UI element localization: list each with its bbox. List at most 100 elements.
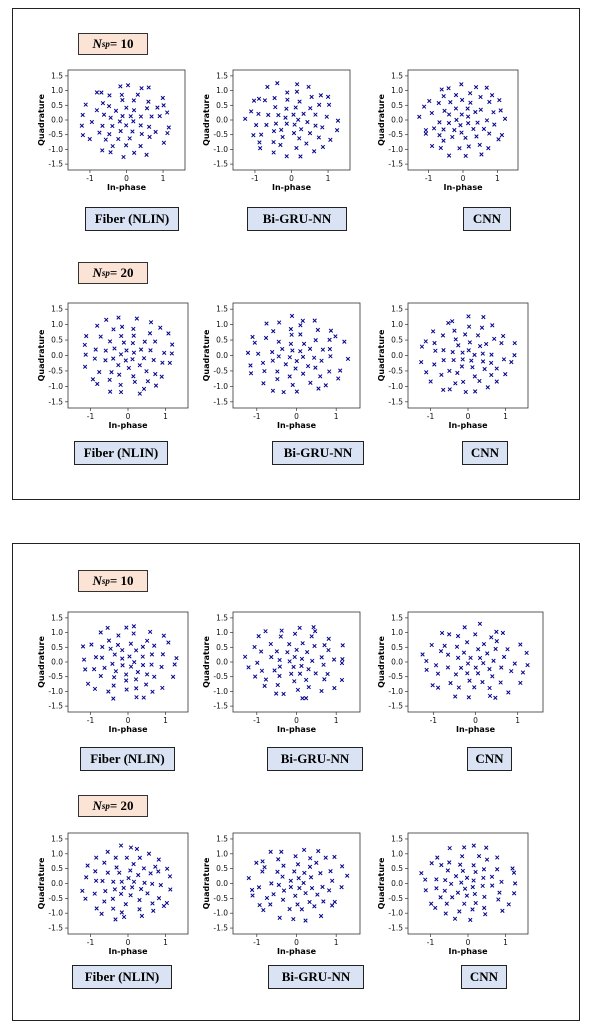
data-point bbox=[459, 97, 465, 103]
data-point bbox=[95, 323, 100, 328]
data-point bbox=[131, 108, 137, 113]
data-point bbox=[107, 389, 113, 394]
data-point bbox=[330, 878, 335, 883]
y-tick-label: 1.0 bbox=[51, 628, 63, 637]
data-point bbox=[462, 901, 467, 906]
data-point bbox=[333, 334, 338, 339]
data-point bbox=[500, 333, 506, 339]
data-point bbox=[257, 146, 263, 151]
data-point bbox=[435, 685, 441, 690]
x-tick-label: 1 bbox=[163, 412, 168, 421]
data-point bbox=[94, 906, 99, 911]
data-point bbox=[320, 884, 325, 890]
data-point bbox=[444, 901, 449, 906]
data-point bbox=[465, 106, 470, 111]
data-point bbox=[112, 887, 118, 892]
x-tick-label: 0 bbox=[294, 412, 299, 421]
data-point bbox=[419, 870, 424, 876]
data-point bbox=[279, 127, 284, 133]
data-point bbox=[441, 127, 446, 132]
y-tick-label: 0.0 bbox=[51, 658, 63, 667]
data-point bbox=[119, 879, 124, 884]
data-point bbox=[121, 154, 126, 160]
data-point bbox=[303, 918, 308, 923]
data-point bbox=[481, 314, 486, 320]
data-point bbox=[159, 374, 164, 379]
axes-frame bbox=[232, 832, 361, 935]
axes-frame bbox=[407, 832, 529, 935]
data-point bbox=[80, 644, 86, 649]
data-point bbox=[308, 856, 313, 861]
y-tick-label: 1.0 bbox=[391, 86, 403, 95]
data-point bbox=[460, 357, 465, 362]
data-point bbox=[334, 128, 340, 133]
data-point bbox=[304, 677, 309, 683]
data-point bbox=[284, 154, 289, 159]
data-point bbox=[260, 859, 265, 864]
data-point bbox=[437, 133, 442, 138]
data-point bbox=[328, 328, 334, 333]
data-point bbox=[130, 885, 135, 890]
data-point bbox=[278, 142, 283, 148]
y-tick-label: -1.5 bbox=[388, 924, 403, 933]
y-tick-label: 1.5 bbox=[216, 834, 228, 843]
data-point bbox=[295, 902, 300, 907]
data-point bbox=[119, 92, 124, 98]
y-tick-label: 0.5 bbox=[391, 336, 403, 345]
data-point bbox=[476, 853, 482, 859]
data-point bbox=[309, 885, 315, 891]
data-point bbox=[128, 893, 133, 898]
data-point bbox=[423, 131, 429, 136]
data-point bbox=[506, 902, 511, 907]
nsp-value: = 10 bbox=[109, 573, 134, 588]
y-tick-label: -0.5 bbox=[48, 130, 63, 139]
data-point bbox=[133, 677, 139, 682]
data-point bbox=[459, 82, 464, 87]
data-point bbox=[440, 333, 446, 338]
data-point bbox=[112, 652, 117, 657]
figure-panel bbox=[12, 543, 580, 1021]
data-point bbox=[319, 688, 324, 694]
data-point bbox=[302, 870, 307, 876]
data-point bbox=[164, 900, 170, 906]
y-tick-label: 1.0 bbox=[216, 849, 228, 858]
x-tick-label: 0 bbox=[126, 716, 131, 725]
data-point bbox=[453, 92, 459, 98]
data-point bbox=[446, 86, 451, 91]
data-point bbox=[131, 879, 137, 884]
data-point bbox=[299, 656, 305, 661]
plot-caption: Fiber (NLIN) bbox=[72, 965, 172, 989]
data-point bbox=[271, 150, 276, 155]
data-point bbox=[139, 913, 145, 919]
y-tick-label: -1.0 bbox=[213, 687, 228, 696]
data-point bbox=[271, 329, 276, 334]
data-point bbox=[311, 149, 317, 154]
data-point bbox=[277, 664, 283, 669]
data-point bbox=[256, 96, 262, 101]
constellation-plot: -1.5 -1.0 -0.5 0.0 0.5 1.0 1.5 -1 0 1 In-phase Quad… bbox=[37, 69, 186, 192]
plot-caption: Bi-GRU-NN bbox=[247, 207, 347, 231]
data-point bbox=[327, 337, 332, 342]
y-tick-label: -0.5 bbox=[213, 366, 228, 375]
data-point bbox=[82, 342, 87, 348]
data-point bbox=[115, 642, 121, 648]
data-point bbox=[264, 321, 269, 326]
data-point bbox=[117, 119, 123, 124]
data-point bbox=[256, 885, 262, 890]
data-point bbox=[305, 119, 310, 125]
data-point bbox=[128, 114, 133, 119]
data-point bbox=[472, 389, 478, 394]
data-point bbox=[320, 125, 325, 130]
data-point bbox=[466, 314, 471, 319]
data-point bbox=[126, 365, 132, 371]
x-axis-label: In-phase bbox=[277, 725, 317, 734]
data-point bbox=[83, 667, 88, 672]
data-point bbox=[264, 122, 269, 128]
data-point bbox=[520, 670, 526, 675]
y-tick-label: -0.5 bbox=[388, 672, 403, 681]
data-point bbox=[256, 111, 261, 117]
plot-caption: Bi-GRU-NN bbox=[272, 441, 364, 465]
data-point bbox=[257, 140, 262, 145]
data-point bbox=[316, 848, 321, 854]
data-point bbox=[83, 896, 88, 901]
